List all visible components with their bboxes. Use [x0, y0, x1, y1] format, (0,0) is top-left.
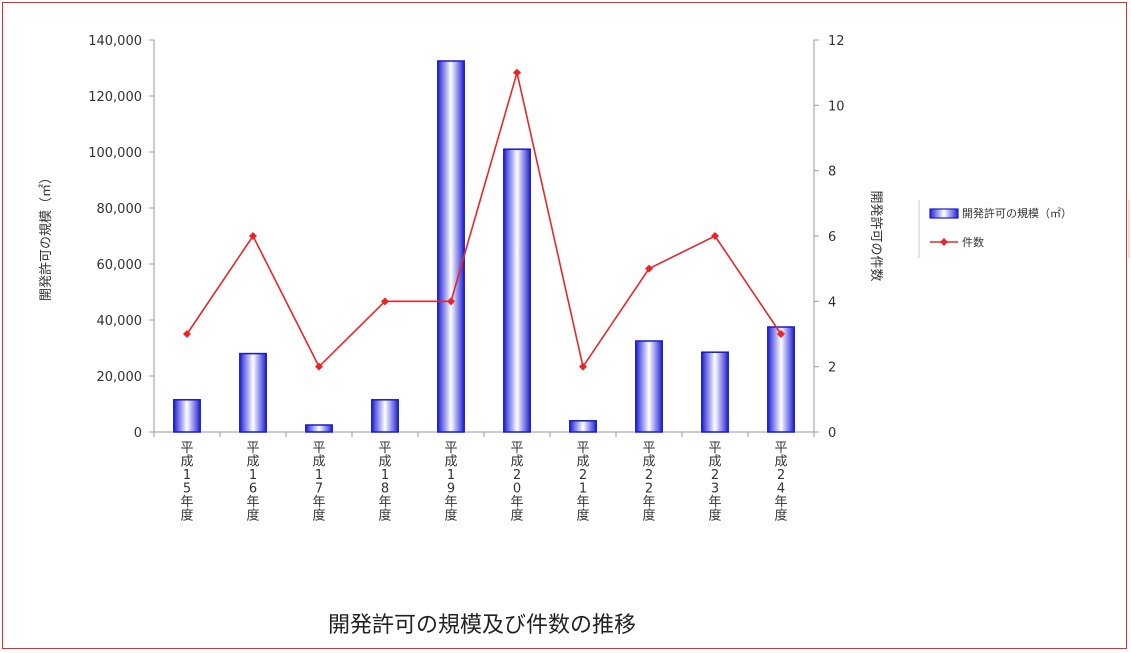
x-category-label: 平成 2 2 年度: [642, 441, 655, 524]
y2-tick-label: 10: [828, 99, 845, 114]
y2-tick-label: 4: [828, 295, 836, 310]
line-point: [777, 330, 785, 338]
y-tick-label: 140,000: [88, 34, 142, 49]
x-category-label: 平成 2 1 年度: [576, 441, 589, 524]
bar: [239, 352, 267, 433]
line-point: [579, 362, 587, 371]
bars-group: [173, 60, 795, 433]
bar: [701, 351, 729, 433]
y-tick-label: 100,000: [88, 146, 142, 161]
y-tick-label: 60,000: [97, 258, 143, 273]
legend-bar-swatch: [929, 208, 959, 219]
bar: [305, 424, 333, 433]
bar: [569, 420, 597, 433]
legend: 開発許可の規模（㎡） 件数: [918, 200, 1130, 258]
y2-tick-label: 12: [828, 34, 845, 49]
bar: [173, 399, 201, 433]
x-category-label: 平成 1 8 年度: [378, 441, 391, 524]
x-category-label: 平成 2 0 年度: [510, 441, 523, 524]
line-point: [711, 232, 719, 240]
y-tick-label: 20,000: [97, 370, 143, 385]
y2-tick-label: 8: [828, 165, 836, 180]
bar: [503, 148, 531, 433]
x-category-label: 平成 2 4 年度: [774, 441, 787, 524]
y-tick-label: 0: [134, 426, 142, 441]
tick-labels-group: 0 20,000 40,000 60,000 80,000 100,000 120,000 1…: [39, 34, 883, 441]
y2-tick-label: 2: [828, 361, 836, 376]
y2-tick-label: 0: [828, 426, 836, 441]
bar: [767, 326, 795, 433]
line-point: [183, 330, 191, 338]
y-tick-label: 120,000: [88, 90, 142, 105]
x-category-label: 平成 2 3 年度: [708, 441, 721, 524]
bar: [635, 340, 663, 433]
line-series-path: [186, 72, 782, 369]
line-point: [249, 232, 257, 240]
line-point: [315, 362, 323, 371]
line-point: [447, 297, 455, 306]
chart-title: 開発許可の規模及び件数の推移: [328, 613, 636, 638]
legend-line-marker: [940, 238, 948, 246]
x-category-label: 平成 1 6 年度: [246, 441, 259, 524]
category-labels-group: 平成 1 5 年度 平成 1 6 年度 平成 1 7 年度 平成 1 8 年度 平成 1 9 年度 平成 2 0 年度 平成 2 1…: [180, 441, 787, 524]
line-series-group: [183, 68, 785, 371]
x-category-label: 平成 1 9 年度: [444, 441, 457, 524]
y2-tick-label: 6: [828, 230, 836, 245]
y-tick-label: 40,000: [97, 314, 143, 329]
y-tick-label: 80,000: [97, 202, 143, 217]
line-point: [645, 264, 653, 273]
line-point: [513, 68, 521, 77]
line-point: [381, 297, 389, 306]
bar: [371, 399, 399, 433]
legend-label-bars: 開発許可の規模（㎡）: [962, 206, 1072, 220]
legend-label-line: 件数: [962, 236, 984, 249]
bar: [437, 60, 465, 433]
x-category-label: 平成 1 5 年度: [180, 441, 193, 524]
x-category-label: 平成 1 7 年度: [312, 441, 325, 524]
y2-axis-title: 開発許可の件数: [868, 190, 883, 281]
y-axis-title: 開発許可の規模（㎡）: [39, 171, 54, 301]
